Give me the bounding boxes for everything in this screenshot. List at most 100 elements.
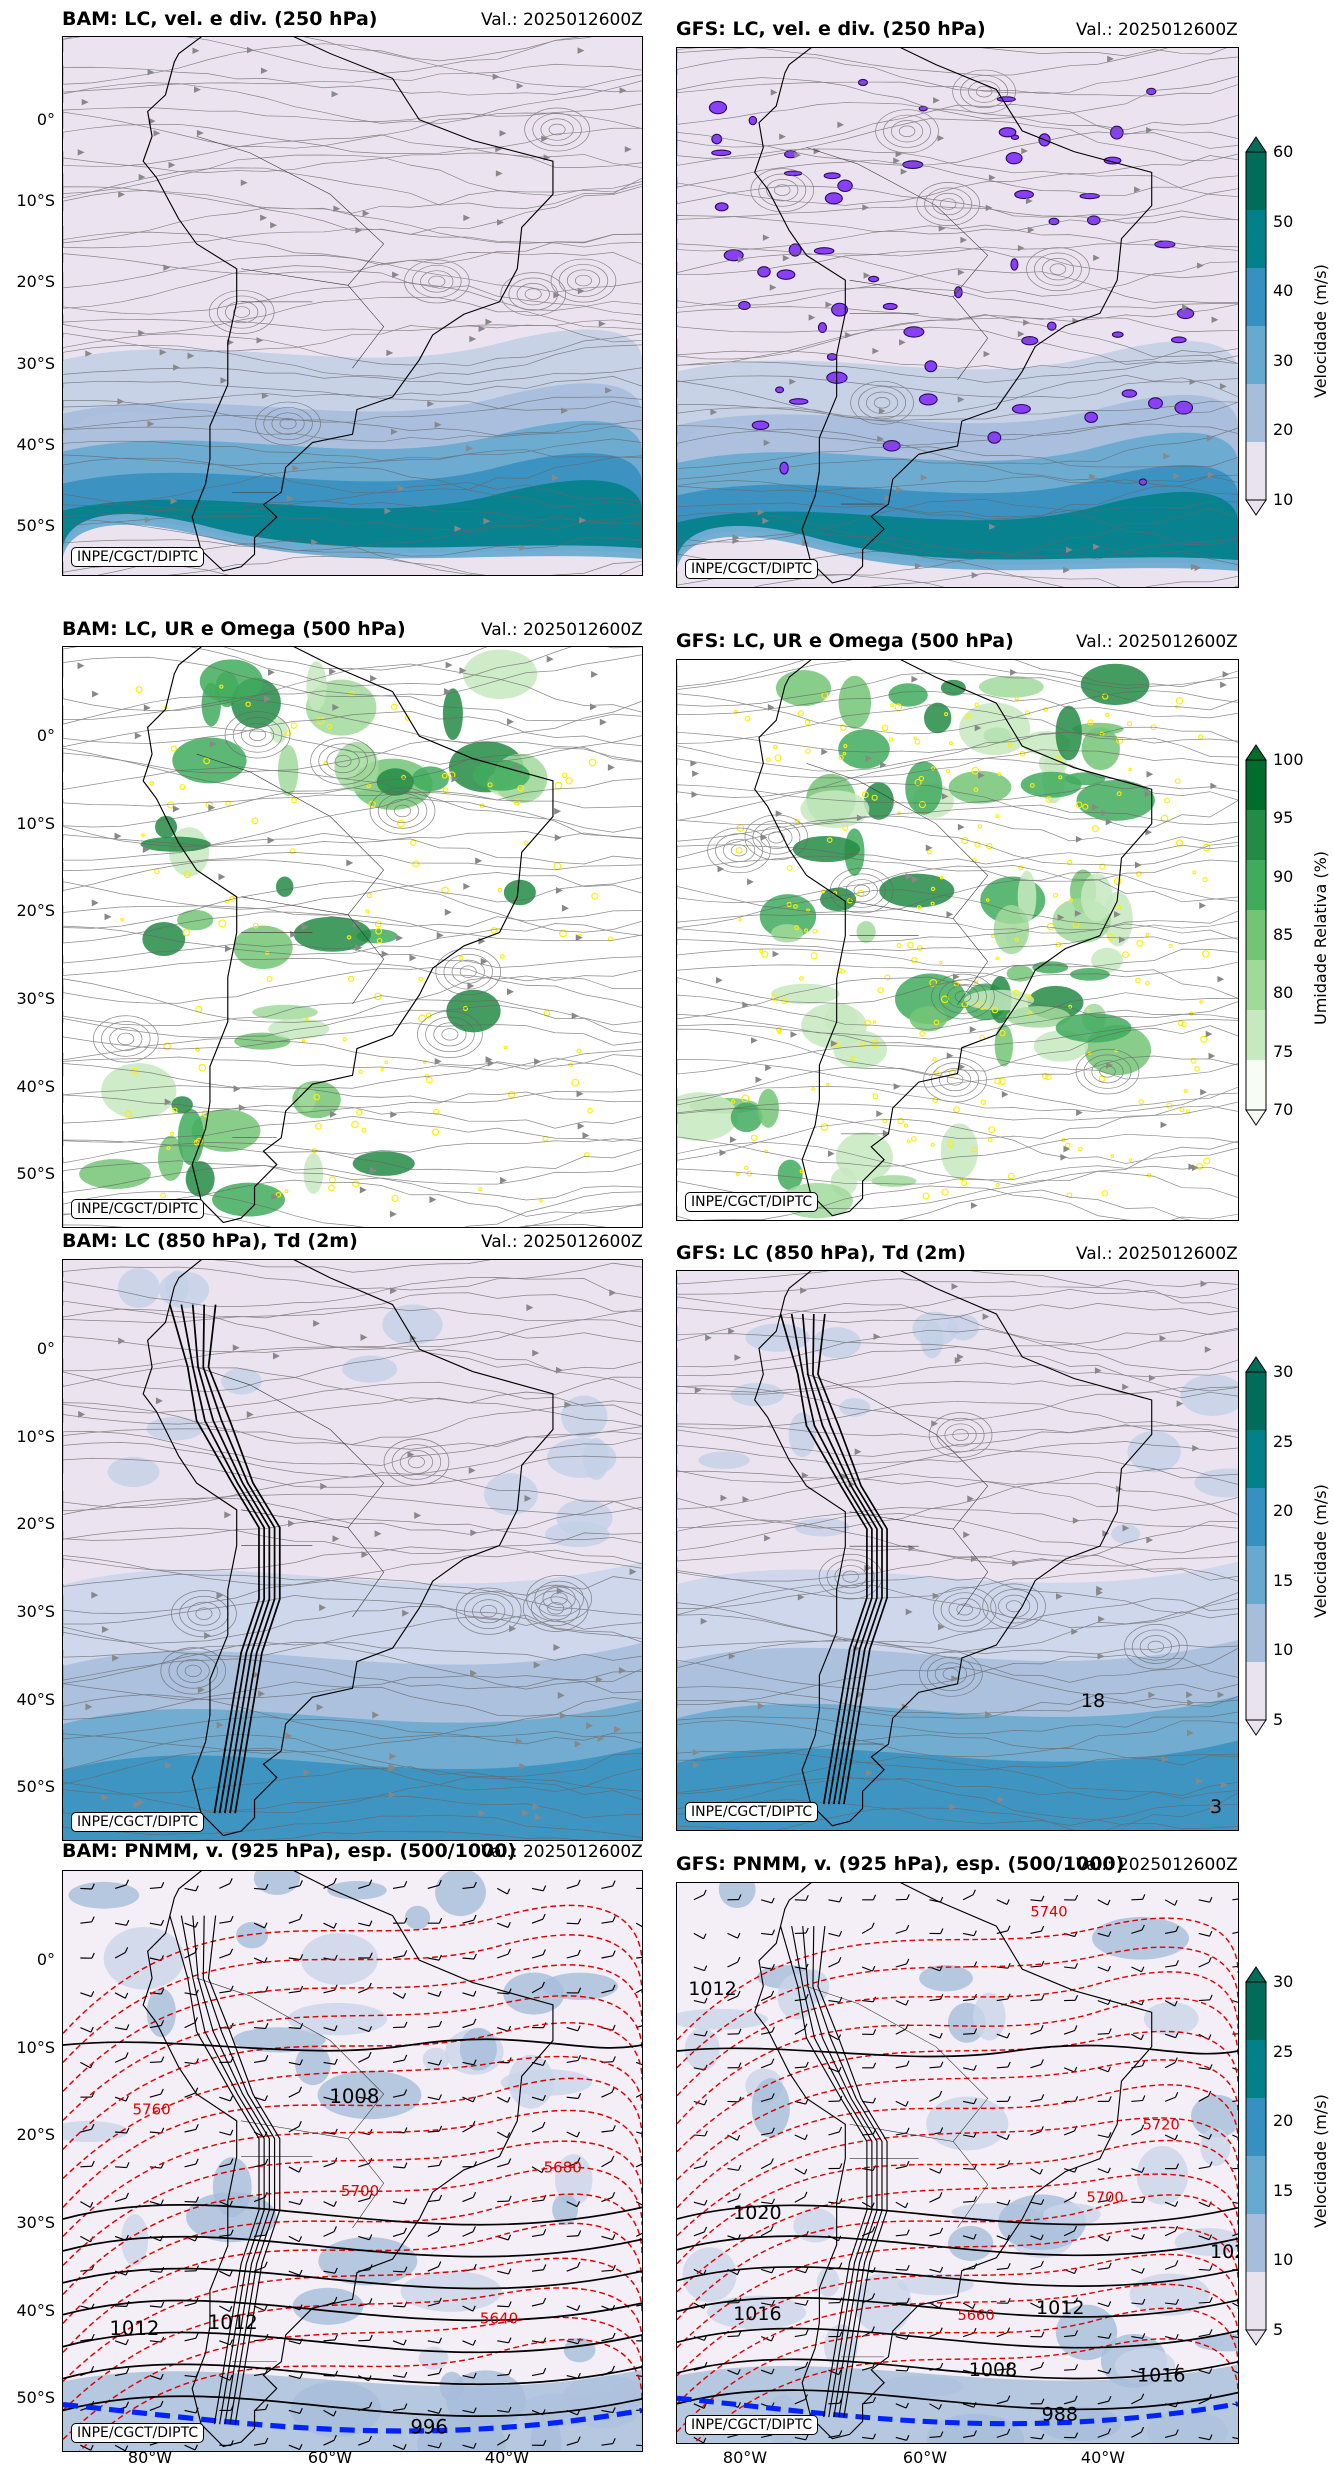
wind-barb-flag xyxy=(229,1878,233,1884)
wind-speed-fill xyxy=(973,1992,1006,2041)
streamline xyxy=(677,1044,1238,1080)
wind-barb xyxy=(1198,1961,1210,1968)
wind-barb-flag xyxy=(543,2022,547,2028)
wind-barb-flag xyxy=(770,1990,775,1997)
wind-barb-flag xyxy=(1141,2367,1146,2374)
streamline xyxy=(677,1467,1238,1487)
streamline xyxy=(63,537,642,557)
terrain-contour xyxy=(180,1304,266,1814)
streamline-arrows xyxy=(77,46,632,552)
wind-speed-fill xyxy=(552,2193,579,2226)
streamline xyxy=(63,37,594,62)
colorbar-extend-arrow xyxy=(1245,744,1267,761)
streamline xyxy=(63,710,642,747)
streamline-arrow xyxy=(629,1568,637,1576)
streamline-vortex xyxy=(752,820,801,855)
streamline-arrow xyxy=(757,1702,765,1710)
contour-label: 1012 xyxy=(1036,2297,1084,2319)
wind-barb xyxy=(358,1987,370,1994)
streamline-arrow xyxy=(960,236,968,244)
wind-barb-flag xyxy=(771,2127,775,2133)
streamline xyxy=(677,401,1238,437)
omega-contour xyxy=(860,1041,867,1048)
omega-contour xyxy=(995,1182,1000,1187)
omega-contour xyxy=(774,754,782,762)
streamline-vortex xyxy=(875,109,939,154)
wind-barb-flag xyxy=(508,2301,512,2307)
wind-barb-flag xyxy=(738,1894,742,1900)
wind-barb-flag xyxy=(940,1993,944,2000)
streamline xyxy=(63,1349,642,1392)
wind-barb xyxy=(566,2096,579,2100)
wind-barb xyxy=(497,1922,509,1928)
omega-contour xyxy=(326,723,333,730)
wind-barb-flag xyxy=(973,2098,977,2104)
wind-barb-flag xyxy=(264,2261,268,2268)
omega-contour xyxy=(738,918,742,922)
omega-contour xyxy=(922,1192,930,1200)
wind-barb xyxy=(323,2027,335,2032)
wind-speed-fill xyxy=(300,1932,379,1986)
streamline xyxy=(63,1747,642,1793)
streamline xyxy=(677,910,1238,934)
wind-barb-flag xyxy=(1174,2000,1178,2007)
wind-barb xyxy=(114,1884,127,1889)
streamline-vortex xyxy=(1041,258,1075,281)
wind-speed-fill xyxy=(794,1969,830,2004)
omega-contour xyxy=(914,778,922,787)
omega-contour xyxy=(291,797,297,804)
omega-contour xyxy=(811,1087,815,1091)
wind-barb-flag xyxy=(1073,2191,1077,2198)
map-bam-pnmm: 1012 1008 1012 5680 5760 5700 5640 996 INPE/CGC… xyxy=(62,1870,643,2452)
wind-barb-flag xyxy=(872,2433,877,2440)
streamline-arrow xyxy=(1210,1805,1217,1812)
wind-barb xyxy=(1097,2336,1109,2339)
omega-contour xyxy=(366,892,372,899)
streamline-arrow xyxy=(331,90,339,98)
wind-barb-flag xyxy=(839,2163,843,2169)
wind-barb-flag xyxy=(91,2333,95,2340)
wind-barb-flag xyxy=(125,2024,130,2030)
wind-barb-flag xyxy=(1175,1960,1179,1966)
streamline xyxy=(677,303,1238,322)
streamline-arrow xyxy=(599,718,607,726)
thickness-contour xyxy=(693,2338,1238,2443)
wind-barb-flag xyxy=(1107,1965,1111,1972)
streamline-arrow xyxy=(932,1592,940,1600)
omega-contour xyxy=(995,814,1000,818)
omega-contour xyxy=(425,1076,433,1084)
wind-barb-flag xyxy=(298,2121,302,2127)
wind-barb xyxy=(462,2096,474,2103)
omega-contour xyxy=(1202,877,1208,883)
longitude-tick-label: 80°W xyxy=(722,2448,768,2467)
wind-barb xyxy=(392,2094,405,2098)
streamline-arrow xyxy=(728,1652,736,1660)
omega-contour xyxy=(1058,775,1063,780)
wind-barb-flag xyxy=(125,1879,130,1886)
border-line xyxy=(241,2120,385,2229)
streamline-arrow xyxy=(694,1386,702,1394)
wind-barb-flag xyxy=(1140,2034,1144,2040)
omega-contour xyxy=(741,1094,750,1103)
streamline-arrow xyxy=(463,214,471,222)
wind-barb-flag xyxy=(1108,2132,1112,2138)
wind-barb xyxy=(1198,2166,1210,2170)
wind-barb xyxy=(427,2409,440,2414)
latitude-tick-label: 50°S xyxy=(16,2388,55,2408)
omega-contour xyxy=(179,784,186,791)
humidity-fill xyxy=(1091,947,1123,973)
colorbar-extend-arrow xyxy=(1245,1356,1267,1373)
humidity-fill xyxy=(771,983,840,1005)
streamline-arrow xyxy=(767,703,775,711)
wind-barb xyxy=(996,2433,1008,2438)
wind-barb xyxy=(1198,2436,1210,2441)
isobars xyxy=(677,2044,1238,2411)
streamline-arrow xyxy=(911,675,919,683)
wind-barb-flag xyxy=(805,1993,809,2000)
wind-barb-flag xyxy=(299,2372,303,2379)
wind-barb xyxy=(1030,1899,1042,1902)
streamline xyxy=(63,255,642,293)
valid-time: Val.: 2025012600Z xyxy=(481,10,643,30)
omega-contour xyxy=(561,772,568,779)
omega-contour xyxy=(391,1194,399,1202)
